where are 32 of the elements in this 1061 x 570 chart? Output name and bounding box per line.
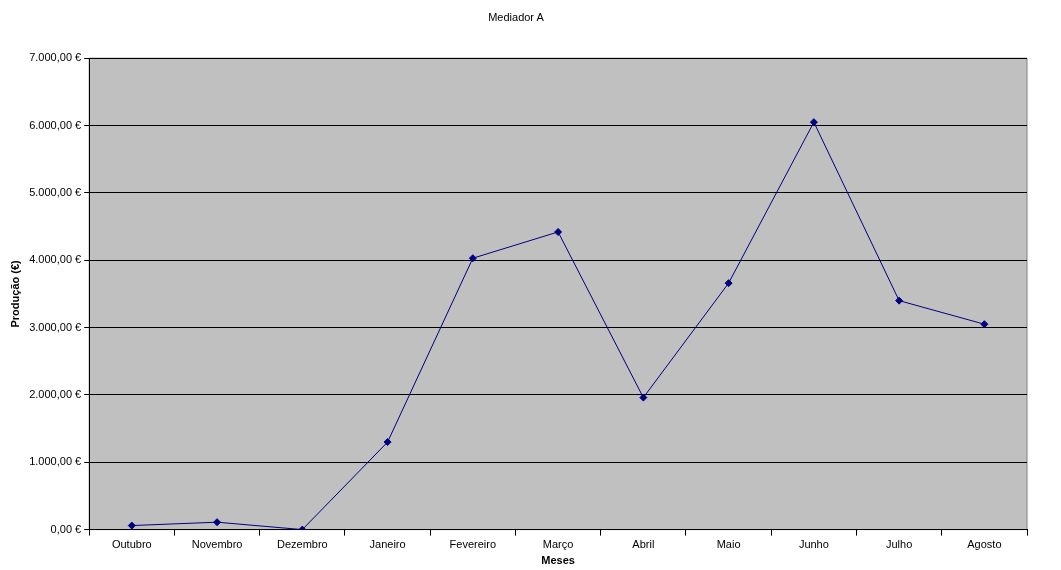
x-tick-label: Abril <box>632 538 655 551</box>
point <box>468 254 477 263</box>
x-tick-label: Outubro <box>111 538 152 551</box>
x-tick-label: Janeiro <box>369 538 406 551</box>
y-tick-label: 4.000,00 € <box>29 253 82 266</box>
x-tick-label: Março <box>542 538 574 551</box>
x-tick-label: Junho <box>798 538 829 551</box>
y-tick-label: 3.000,00 € <box>29 320 82 333</box>
y-tick-label: 7.000,00 € <box>29 51 82 64</box>
x-tick-label: Agosto <box>967 538 1002 551</box>
point <box>127 521 136 530</box>
y-tick-label: 2.000,00 € <box>29 387 82 400</box>
point <box>724 279 733 288</box>
point <box>639 393 648 402</box>
y-tick-label: 5.000,00 € <box>29 185 82 198</box>
y-axis-title: Produção (€) <box>8 259 21 328</box>
y-tick-label: 0,00 € <box>50 522 82 535</box>
point <box>895 296 904 305</box>
y-tick-label: 1.000,00 € <box>29 455 82 468</box>
x-tick-label: Dezembro <box>276 538 328 551</box>
point <box>809 118 818 127</box>
y-tick-label: 6.000,00 € <box>29 118 82 131</box>
point <box>554 227 563 236</box>
chart-title: Mediador A <box>488 10 545 23</box>
point <box>383 438 392 447</box>
x-tick-label: Novembro <box>191 538 243 551</box>
x-tick-label: Fevereiro <box>449 538 497 551</box>
point <box>213 518 222 527</box>
x-axis-title: Meses <box>541 554 575 567</box>
x-tick-label: Maio <box>716 538 741 551</box>
x-tick-label: Julho <box>885 538 913 551</box>
point <box>980 320 989 329</box>
